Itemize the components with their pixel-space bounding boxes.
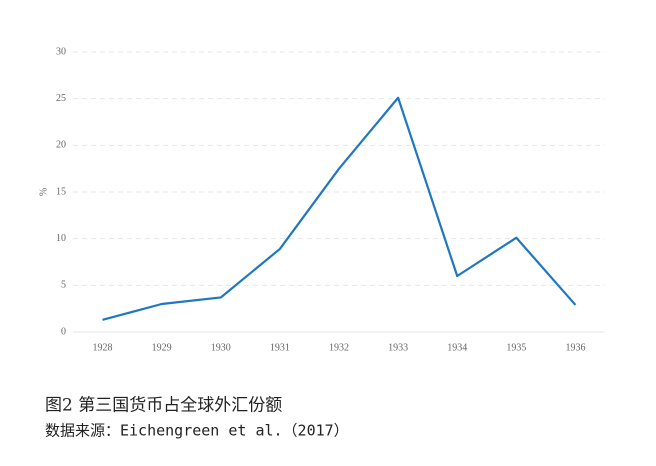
x-tick-label: 1933 [388, 342, 408, 353]
y-tick-label: 30 [56, 46, 66, 57]
x-tick-label: 1934 [447, 342, 467, 353]
y-axis-label: % [38, 188, 49, 196]
y-tick-label: 0 [61, 326, 66, 337]
y-tick-label: 15 [56, 186, 66, 197]
x-tick-label: 1935 [506, 342, 526, 353]
x-tick-label: 1932 [329, 342, 349, 353]
x-tick-label: 1931 [270, 342, 290, 353]
x-tick-label: 1930 [211, 342, 231, 353]
y-tick-label: 20 [56, 140, 66, 151]
x-tick-label: 1936 [565, 342, 585, 353]
y-tick-label: 5 [61, 280, 66, 291]
chart-source: 数据来源：Eichengreen et al.（2017） [45, 422, 349, 440]
x-tick-label: 1929 [152, 342, 172, 353]
y-tick-label: 25 [56, 93, 66, 104]
y-tick-label: 10 [56, 233, 66, 244]
x-tick-label: 1928 [93, 342, 113, 353]
chart-title: 图2 第三国货币占全球外汇份额 [45, 396, 282, 416]
data-line [102, 96, 577, 321]
